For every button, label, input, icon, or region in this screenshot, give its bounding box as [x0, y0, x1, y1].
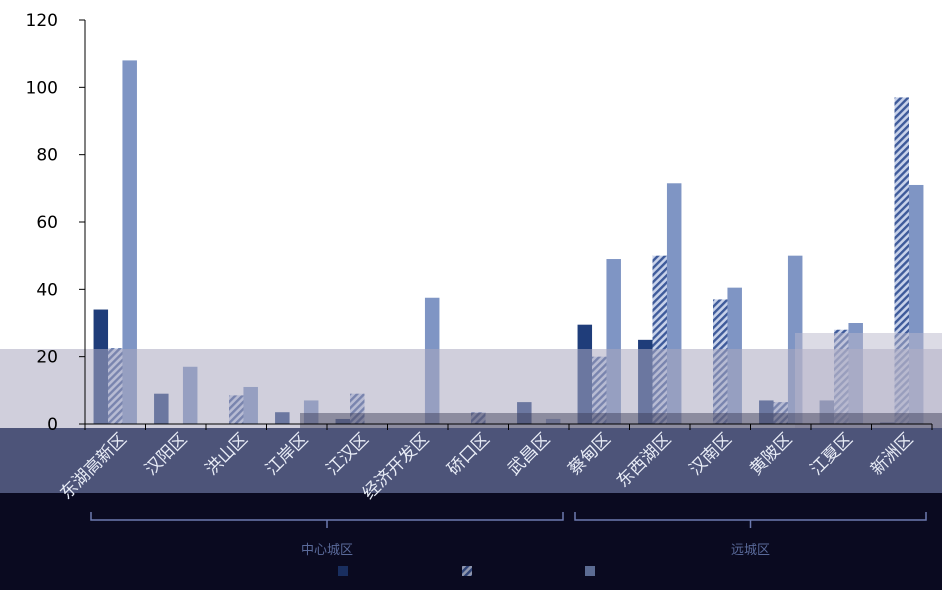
y-tick-label: 0: [47, 415, 58, 435]
legend-swatch-series-3: [585, 566, 595, 576]
y-tick-label: 60: [36, 213, 58, 233]
legend-swatch-series-1: [338, 566, 348, 576]
legend-swatch-series-2: [462, 566, 472, 576]
group-label: 中心城区: [301, 543, 353, 558]
bar-series-3: [122, 60, 137, 425]
y-tick-label: 40: [36, 280, 58, 300]
y-tick-label: 120: [26, 11, 58, 31]
y-tick-label: 100: [26, 78, 58, 98]
group-bracket: [90, 512, 564, 528]
group-bracket: [574, 512, 927, 528]
y-tick-label: 80: [36, 146, 58, 166]
group-label: 远城区: [731, 543, 770, 558]
y-tick-label: 20: [36, 348, 58, 368]
